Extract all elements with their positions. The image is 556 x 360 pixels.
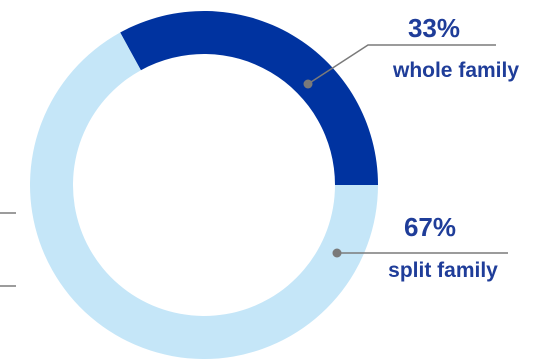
slice-percent-whole-family: 33%	[408, 13, 460, 43]
leader-dot-whole-family	[303, 79, 313, 89]
annotation-whole-family: 33% whole family	[303, 13, 519, 89]
slice-label-whole-family: whole family	[392, 59, 519, 82]
leader-line-whole-family	[307, 44, 496, 85]
slice-whole-family	[120, 11, 378, 186]
leader-dot-split-family	[332, 248, 342, 258]
slice-percent-split-family: 67%	[404, 212, 456, 242]
slice-label-split-family: split family	[388, 259, 498, 282]
annotation-split-family: 67% split family	[332, 212, 508, 282]
chart-slices	[29, 11, 378, 359]
